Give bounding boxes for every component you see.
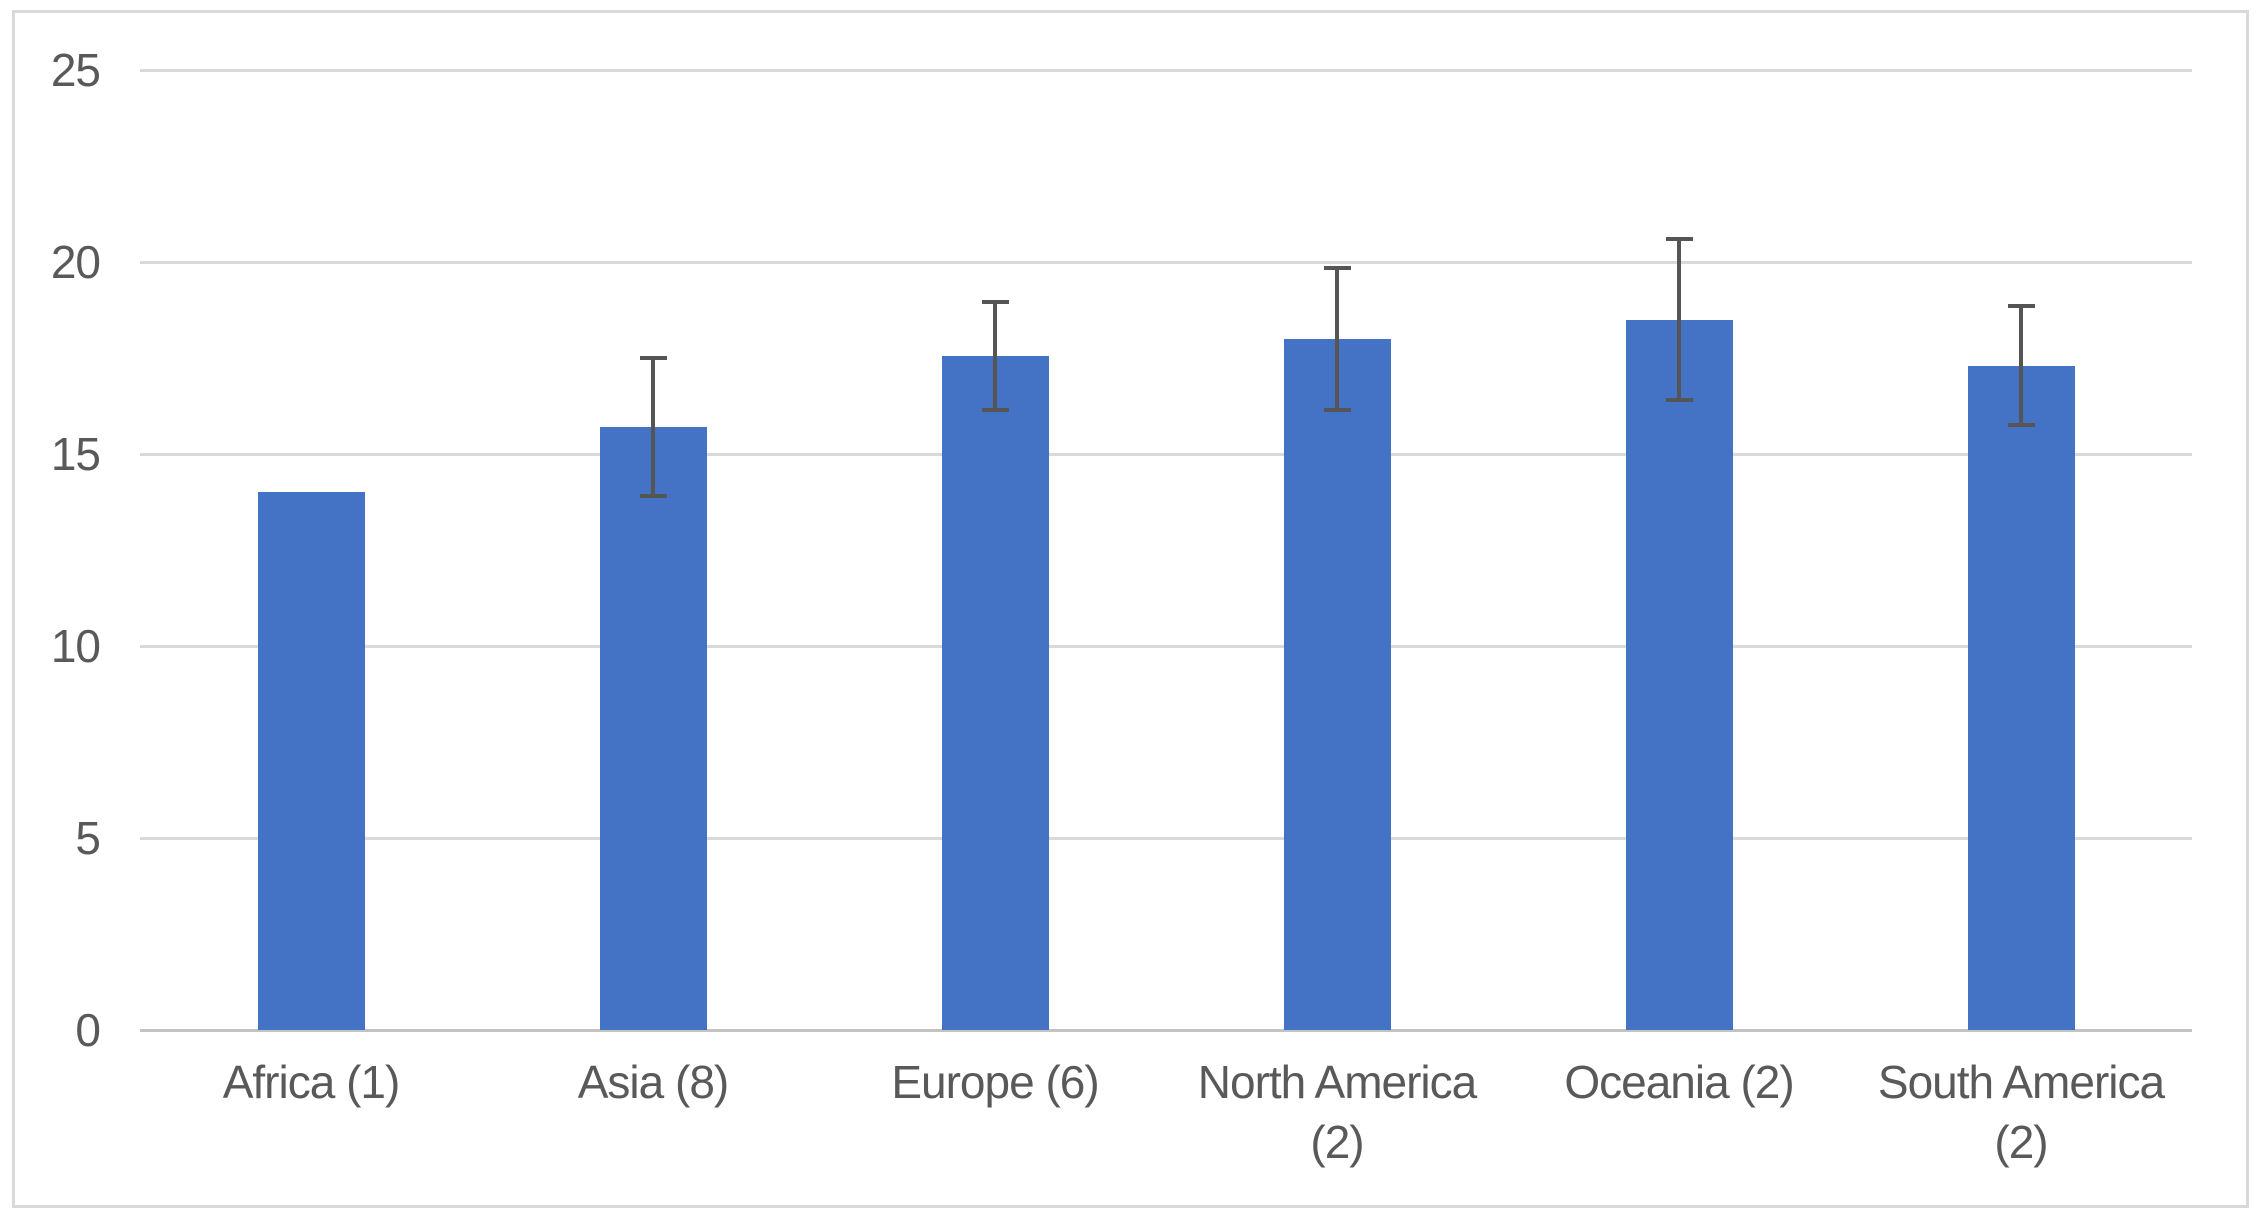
error-bar-cap-bottom bbox=[981, 407, 1009, 412]
gridline bbox=[140, 644, 2192, 648]
error-bar-cap-bottom bbox=[639, 494, 667, 499]
error-bar-cap-bottom bbox=[1323, 407, 1351, 412]
error-bar-cap-top bbox=[1665, 236, 1693, 241]
x-category-label: Africa (1) bbox=[222, 1056, 401, 1108]
y-tick-label: 20 bbox=[50, 236, 101, 288]
bar bbox=[1283, 338, 1391, 1030]
x-category-label: Asia (8) bbox=[577, 1056, 729, 1108]
error-bar-cap-top bbox=[639, 356, 667, 360]
y-tick-label: 0 bbox=[75, 1004, 101, 1056]
gridline bbox=[140, 452, 2192, 456]
y-tick-label: 10 bbox=[50, 620, 101, 672]
x-category-label: South America (2) bbox=[1877, 1056, 2165, 1168]
error-bar-line bbox=[1677, 238, 1681, 401]
x-axis-line bbox=[140, 1028, 2192, 1032]
y-tick-label: 5 bbox=[75, 812, 101, 864]
error-bar-cap-top bbox=[2007, 304, 2035, 309]
error-bar-line bbox=[1335, 267, 1339, 410]
error-bar-cap-top bbox=[981, 300, 1009, 305]
gridline bbox=[140, 836, 2192, 840]
x-category-label: Oceania (2) bbox=[1564, 1056, 1794, 1108]
error-bar-line bbox=[2019, 306, 2023, 426]
error-bar-cap-bottom bbox=[1665, 398, 1693, 403]
chart-frame bbox=[12, 10, 2249, 1208]
bar bbox=[941, 356, 1049, 1030]
y-tick-label: 15 bbox=[50, 428, 101, 480]
bar bbox=[599, 427, 707, 1030]
x-category-label: North America (2) bbox=[1197, 1056, 1477, 1168]
error-bar-cap-top bbox=[1323, 265, 1351, 270]
error-bar-line bbox=[651, 358, 655, 497]
gridline bbox=[140, 260, 2192, 264]
x-category-label: Europe (6) bbox=[891, 1056, 1099, 1108]
bar bbox=[1967, 365, 2075, 1030]
error-bar-line bbox=[993, 302, 997, 410]
y-tick-label: 25 bbox=[50, 44, 101, 96]
error-bar-cap-bottom bbox=[2007, 423, 2035, 428]
bar bbox=[257, 492, 365, 1030]
gridline bbox=[140, 68, 2192, 72]
bar bbox=[1625, 319, 1733, 1030]
